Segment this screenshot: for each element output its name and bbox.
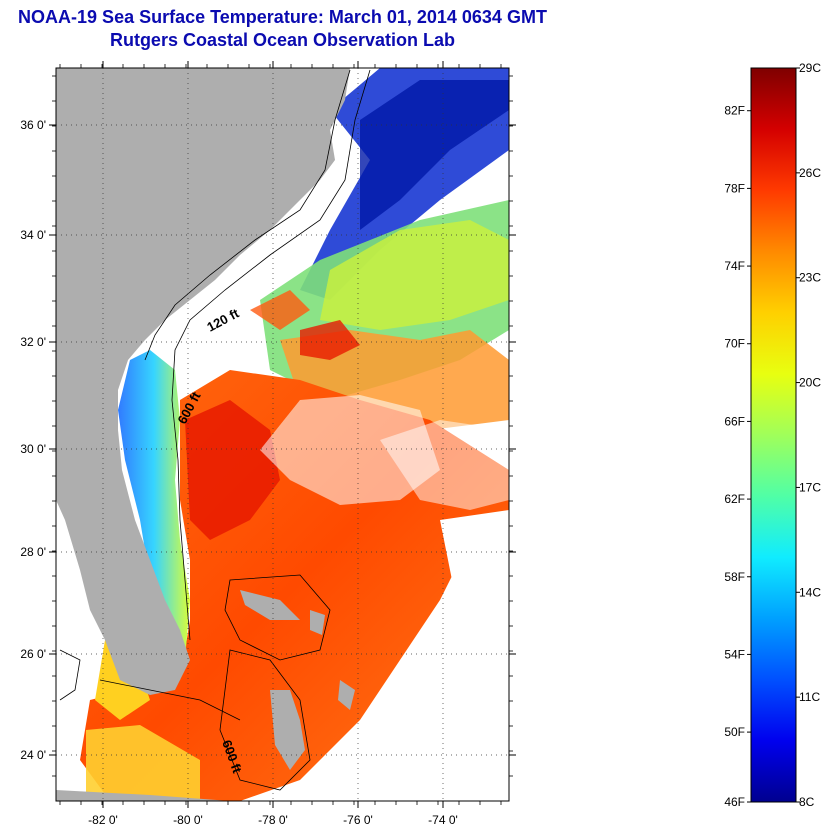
sst-map: 120 ft 600 ft 600 ft 36 0'34 0'32 0'30 0… — [20, 61, 516, 827]
lat-label: 30 0' — [20, 442, 46, 456]
title-line-1: NOAA-19 Sea Surface Temperature: March 0… — [18, 7, 547, 27]
celsius-label: 17C — [799, 480, 821, 494]
fahrenheit-label: 62F — [724, 492, 745, 506]
colorbar-ramp — [750, 67, 797, 803]
lat-label: 24 0' — [20, 748, 46, 762]
lat-label: 34 0' — [20, 228, 46, 242]
map-frame — [55, 67, 510, 802]
celsius-label: 8C — [799, 795, 815, 809]
land-bahamas-grand — [240, 590, 300, 620]
fahrenheit-label: 54F — [724, 647, 745, 661]
longitude-labels: -82 0' -80 0' -78 0' -76 0' -74 0' — [88, 813, 458, 827]
map-title: NOAA-19 Sea Surface Temperature: March 0… — [0, 5, 565, 52]
celsius-label: 11C — [799, 690, 820, 704]
land-cuba — [56, 790, 230, 801]
celsius-label: 26C — [799, 166, 821, 180]
fahrenheit-label: 74F — [724, 259, 745, 273]
celsius-label: 23C — [799, 271, 821, 285]
celsius-label: 29C — [799, 61, 821, 75]
celsius-label: 14C — [799, 585, 821, 599]
fahrenheit-label: 46F — [724, 795, 745, 809]
graticule — [49, 61, 516, 808]
lon-label: -74 0' — [428, 813, 458, 827]
fahrenheit-label: 82F — [724, 104, 745, 118]
land-bahamas-andros — [270, 690, 305, 770]
fahrenheit-label: 50F — [724, 725, 745, 739]
lat-label: 26 0' — [20, 647, 46, 661]
lat-label: 28 0' — [20, 545, 46, 559]
fahrenheit-label: 70F — [724, 337, 745, 351]
contour-120ft — [144, 69, 351, 361]
lon-label: -76 0' — [343, 813, 373, 827]
fahrenheit-labels: 82F 78F 74F 70F 66F 62F 58F 54F 50F 46F — [724, 104, 751, 809]
map-imagery — [56, 68, 509, 801]
contour-600ft — [171, 69, 371, 641]
cloud-patch — [260, 395, 440, 505]
fahrenheit-label: 66F — [724, 414, 745, 428]
temperature-colorbar: 82F 78F 74F 70F 66F 62F 58F 54F 50F 46F 29C 26C 23C… — [724, 61, 821, 809]
lat-label: 32 0' — [20, 335, 46, 349]
fahrenheit-label: 58F — [724, 570, 745, 584]
fahrenheit-label: 78F — [724, 181, 745, 195]
lon-label: -78 0' — [258, 813, 288, 827]
latitude-labels: 36 0' 34 0' 32 0' 30 0' 28 0' 26 0' 24 0' — [20, 118, 46, 762]
lon-label: -82 0' — [88, 813, 118, 827]
celsius-labels: 29C 26C 23C 20C 17C 14C 11C 8C — [796, 61, 821, 809]
lon-label: -80 0' — [173, 813, 203, 827]
land-southeast-us — [56, 68, 350, 695]
title-line-2: Rutgers Coastal Ocean Observation Lab — [109, 30, 456, 50]
lat-label: 36 0' — [20, 118, 46, 132]
celsius-label: 20C — [799, 376, 821, 390]
florida-shelf-band — [118, 350, 190, 690]
